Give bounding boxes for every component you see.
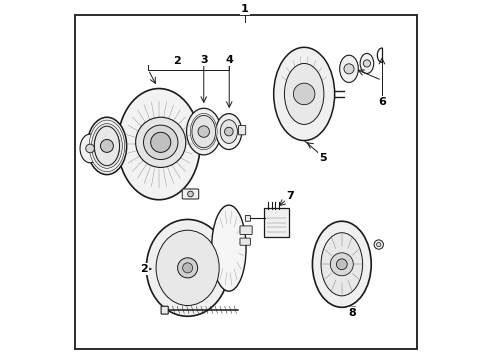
FancyBboxPatch shape <box>239 126 245 135</box>
Ellipse shape <box>95 126 120 166</box>
Circle shape <box>151 132 171 152</box>
Ellipse shape <box>92 123 122 168</box>
FancyBboxPatch shape <box>245 216 250 221</box>
Ellipse shape <box>216 114 242 149</box>
Circle shape <box>198 126 210 137</box>
Text: 7: 7 <box>286 191 294 201</box>
FancyBboxPatch shape <box>182 189 199 199</box>
Ellipse shape <box>194 118 214 145</box>
Ellipse shape <box>147 220 229 316</box>
Text: 6: 6 <box>378 97 386 107</box>
Text: 8: 8 <box>349 308 356 318</box>
Text: 1: 1 <box>241 4 249 14</box>
Circle shape <box>330 253 353 276</box>
Ellipse shape <box>313 221 371 307</box>
Circle shape <box>374 240 383 249</box>
FancyBboxPatch shape <box>74 15 417 348</box>
Ellipse shape <box>89 120 124 172</box>
Ellipse shape <box>118 89 200 200</box>
FancyBboxPatch shape <box>240 238 250 245</box>
Ellipse shape <box>157 231 219 305</box>
Text: 4: 4 <box>225 55 233 65</box>
Ellipse shape <box>162 238 213 298</box>
Ellipse shape <box>159 233 217 302</box>
Ellipse shape <box>360 53 374 73</box>
FancyBboxPatch shape <box>264 208 289 237</box>
Text: 5: 5 <box>319 153 327 163</box>
FancyBboxPatch shape <box>161 306 168 314</box>
Ellipse shape <box>156 230 219 306</box>
Circle shape <box>188 191 194 197</box>
Ellipse shape <box>212 205 246 291</box>
Circle shape <box>86 144 95 153</box>
Ellipse shape <box>321 233 363 296</box>
Ellipse shape <box>161 235 215 300</box>
Ellipse shape <box>220 120 238 143</box>
Ellipse shape <box>197 123 210 140</box>
Text: 2: 2 <box>140 264 148 274</box>
Circle shape <box>337 259 347 270</box>
Circle shape <box>183 263 193 273</box>
Circle shape <box>177 258 197 278</box>
Ellipse shape <box>190 113 217 150</box>
Circle shape <box>144 125 178 159</box>
Ellipse shape <box>99 134 115 157</box>
Circle shape <box>377 242 381 247</box>
Text: 2: 2 <box>173 56 181 66</box>
FancyBboxPatch shape <box>240 226 252 234</box>
Ellipse shape <box>168 244 207 291</box>
Ellipse shape <box>192 116 216 148</box>
Ellipse shape <box>94 127 120 165</box>
Circle shape <box>294 83 315 105</box>
Ellipse shape <box>340 55 358 82</box>
Circle shape <box>100 139 113 152</box>
Ellipse shape <box>97 131 117 161</box>
Circle shape <box>136 117 186 167</box>
Ellipse shape <box>87 117 126 175</box>
Ellipse shape <box>187 108 221 155</box>
Ellipse shape <box>274 47 335 140</box>
Circle shape <box>364 60 370 67</box>
Ellipse shape <box>285 63 324 125</box>
Ellipse shape <box>166 242 209 293</box>
Text: 3: 3 <box>200 55 208 65</box>
Circle shape <box>344 64 354 74</box>
Circle shape <box>224 127 233 136</box>
Ellipse shape <box>164 240 211 296</box>
Ellipse shape <box>80 134 100 163</box>
